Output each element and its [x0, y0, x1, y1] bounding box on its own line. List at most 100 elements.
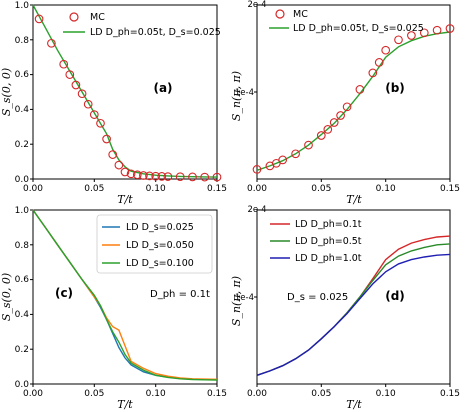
panel-d-x-ticks: 0.00 0.05 0.10 0.15 [247, 384, 460, 399]
panel-a-ytick-5: 1.0 [15, 1, 30, 11]
data-point-0-0-23 [212, 172, 222, 182]
legend-label-ld-b: LD D_ph=0.05t, D_s=0.025 [293, 23, 424, 34]
data-point-0-0-4 [71, 80, 81, 90]
data-point-1-0-16 [407, 31, 416, 40]
panel-d: 2e-4 1e-4 0.00 0.05 0.10 0.15 T/t S_n(π,… [230, 205, 460, 411]
panel-b-xlabel: T/t [346, 193, 362, 206]
panel-b-legend: MC LD D_ph=0.05t, D_s=0.025 [269, 9, 424, 34]
panel-a-ytick-1: 0.2 [15, 140, 29, 150]
data-point-0-0-3 [65, 70, 75, 79]
series-line-2-2 [32, 209, 218, 381]
data-point-0-0-16 [145, 171, 154, 181]
data-point-1-0-5 [304, 140, 313, 150]
data-point-1-0-9 [336, 111, 345, 120]
panel-d-legend: LD D_ph=0.1t LD D_ph=0.5t LD D_ph=1.0t [270, 219, 362, 264]
panel-c-annotation: D_ph = 0.1t [150, 289, 210, 300]
panel-b-xtick-3: 0.15 [440, 184, 460, 194]
panel-c-plot [32, 209, 218, 381]
series-line-3-2 [256, 253, 451, 376]
panel-c-legend-box [96, 214, 213, 274]
panel-b-label: (b) [385, 81, 405, 95]
data-point-0-0-6 [83, 99, 93, 109]
data-point-1-0-3 [278, 155, 288, 165]
panel-d-multiplier: 2e-4 [247, 205, 266, 215]
panel-c-xtick-0: 0.00 [23, 389, 43, 399]
panel-a-legend: MC LD D_ph=0.05t, D_s=0.025 [63, 12, 221, 38]
panel-a-x-ticks: 0.00 0.05 0.10 0.15 [23, 179, 227, 194]
data-point-1-0-14 [381, 45, 391, 55]
panel-a-frame [32, 4, 218, 180]
legend-marker-mc-a [69, 12, 79, 22]
panel-b-xtick-1: 0.05 [311, 184, 331, 194]
legend-label-ld-a: LD D_ph=0.05t, D_s=0.025 [90, 27, 221, 38]
data-point-0-0-20 [175, 172, 185, 182]
panel-c-xtick-3: 0.15 [207, 389, 227, 399]
panel-b-ytick-0: 1e-4 [235, 88, 254, 98]
data-point-1-0-19 [445, 24, 455, 33]
panel-a-ytick-4: 0.8 [15, 36, 30, 46]
legend-label-mc-b: MC [293, 9, 308, 20]
legend-label-dph05: LD D_ph=0.5t [295, 236, 362, 247]
data-point-0-0-13 [126, 169, 136, 179]
panel-c-ytick-0: 0.0 [15, 380, 30, 390]
panel-b-xtick-0: 0.00 [247, 184, 267, 194]
data-point-1-0-18 [432, 25, 442, 35]
panel-a-xtick-3: 0.15 [207, 184, 227, 194]
data-point-0-0-19 [163, 172, 173, 181]
data-point-0-0-11 [114, 160, 124, 170]
panel-c-label: (c) [55, 286, 73, 300]
legend-label-ds050: LD D_s=0.050 [126, 240, 194, 251]
data-point-1-0-15 [394, 35, 403, 45]
data-point-1-0-8 [329, 118, 339, 127]
panel-d-xtick-2: 0.10 [376, 389, 396, 399]
panel-a-y-ticks: 0.0 0.2 0.4 0.6 0.8 1.0 [15, 1, 33, 185]
legend-label-mc-a: MC [90, 12, 105, 23]
panel-b-x-ticks: 0.00 0.05 0.10 0.15 [247, 179, 460, 194]
data-point-0-0-14 [132, 170, 142, 180]
panel-c-xtick-2: 0.10 [146, 389, 166, 399]
panel-c: 0.0 0.2 0.4 0.6 0.8 1.0 0.00 0.05 0.10 0… [0, 206, 227, 411]
data-point-0-0-7 [89, 110, 99, 119]
data-point-0-0-9 [102, 134, 111, 144]
data-point-1-0-10 [342, 102, 352, 112]
panel-c-y-ticks: 0.0 0.2 0.4 0.6 0.8 1.0 [15, 206, 33, 390]
panel-a-xtick-1: 0.05 [84, 184, 104, 194]
series-line-1-1 [256, 31, 451, 171]
data-point-0-0-17 [151, 171, 161, 181]
panel-c-ytick-4: 0.8 [15, 241, 30, 251]
panel-c-x-ticks: 0.00 0.05 0.10 0.15 [23, 384, 227, 399]
panel-a-ylabel: S_s(0, 0) [0, 68, 13, 116]
panel-d-xtick-0: 0.00 [247, 389, 267, 399]
panel-b-plot [252, 24, 455, 174]
panel-c-xtick-1: 0.05 [84, 389, 104, 399]
data-point-1-0-4 [291, 149, 300, 159]
panel-a-ytick-3: 0.6 [15, 70, 30, 80]
panel-d-plot [256, 235, 451, 376]
panel-d-ylabel: S_n(π, π) [230, 276, 243, 326]
panel-d-xtick-3: 0.15 [440, 389, 460, 399]
legend-label-dph01: LD D_ph=0.1t [295, 219, 362, 230]
data-point-1-0-12 [368, 68, 378, 78]
panel-a-plot [32, 4, 222, 182]
data-point-1-0-13 [374, 58, 384, 67]
panel-c-ytick-2: 0.4 [15, 310, 30, 320]
panel-b-multiplier: 2e-4 [247, 0, 266, 10]
data-point-1-0-7 [323, 125, 333, 134]
legend-label-ds100: LD D_s=0.100 [126, 258, 194, 269]
data-point-0-0-5 [77, 89, 87, 99]
data-point-0-0-12 [120, 167, 130, 177]
data-point-1-0-17 [419, 28, 429, 38]
data-point-0-0-0 [34, 14, 44, 24]
data-point-0-0-18 [157, 172, 167, 181]
panel-b: 2e-4 1e-4 0.00 0.05 0.10 0.15 T/t S_n(π,… [230, 0, 460, 206]
panel-c-ylabel: S_s(0, 0) [0, 273, 13, 321]
panel-d-xlabel: T/t [346, 398, 362, 411]
legend-marker-mc-b [275, 9, 285, 19]
panel-a-xtick-2: 0.10 [146, 184, 166, 194]
panel-a-ytick-2: 0.4 [15, 105, 30, 115]
legend-label-dph10: LD D_ph=1.0t [295, 253, 362, 264]
data-point-1-0-0 [252, 165, 262, 174]
panel-d-annotation: D_s = 0.025 [287, 292, 348, 303]
panel-c-xlabel: T/t [117, 398, 133, 411]
